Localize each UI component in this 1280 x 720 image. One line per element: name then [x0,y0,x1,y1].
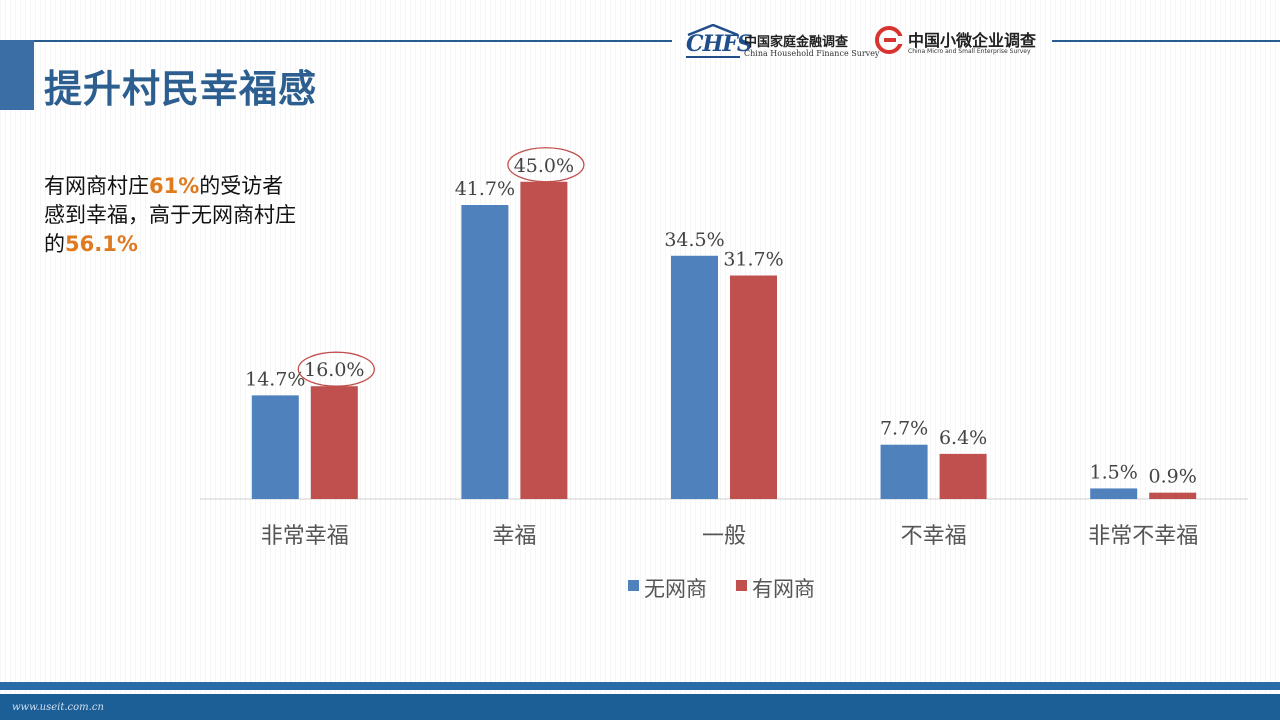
cmes-logo-cn: 中国小微企业调查 [908,31,1037,50]
highlight-circle-1 [507,147,585,183]
data-label-no-vendor-3: 7.7% [880,418,928,440]
footer-bar-top [0,682,1280,690]
data-label-vendor-0: 16.0% [304,359,364,381]
summary-note: 有网商村庄61%的受访者感到幸福，高于无网商村庄的56.1% [44,172,304,259]
highlight-circle-0 [297,351,375,387]
bar-no-vendor-2 [671,255,718,499]
data-label-no-vendor-0: 14.7% [245,368,305,390]
legend-label-1: 有网商 [752,577,815,601]
data-label-no-vendor-1: 41.7% [455,178,515,200]
data-label-vendor-2: 31.7% [723,249,783,271]
footer-bar [0,694,1280,720]
data-label-vendor-1: 45.0% [514,155,574,177]
category-label-4: 非常不幸福 [1088,524,1198,549]
legend-swatch-1 [736,580,747,591]
data-label-no-vendor-2: 34.5% [664,229,724,251]
header-rule-left [0,40,672,42]
chfs-logo-en: China Household Finance Survey [744,49,880,58]
cmes-emblem-icon [875,26,904,54]
bar-no-vendor-3 [880,444,928,499]
data-label-vendor-3: 6.4% [939,427,987,449]
data-label-vendor-4: 0.9% [1149,466,1197,488]
bar-no-vendor-4 [1090,488,1138,499]
category-label-0: 非常幸福 [261,524,349,549]
category-label-2: 一般 [702,524,746,549]
chfs-logo: CHFS 中国家庭金融调查 China Household Finance Su… [684,22,879,62]
category-label-1: 幸福 [492,524,536,549]
bar-no-vendor-1 [461,205,509,499]
bar-vendor-2 [730,275,777,499]
bar-vendor-3 [939,453,987,499]
bar-vendor-0 [310,386,358,499]
legend-swatch-0 [628,580,639,591]
note-highlight-61: 61% [149,174,200,198]
cmes-logo: 中国小微企业调查 China Micro and Small Enterpris… [874,24,1054,60]
chfs-logo-mark: CHFS [686,31,753,57]
note-text-1: 有网商村庄 [44,174,149,198]
watermark: www.useit.com.cn [12,702,104,713]
chfs-roof-icon [686,24,740,58]
bar-vendor-4 [1149,492,1197,499]
bar-no-vendor-0 [251,395,299,499]
page-title: 提升村民幸福感 [44,67,318,111]
title-accent-bar [0,40,34,110]
chfs-logo-cn: 中国家庭金融调查 [744,35,849,50]
data-label-no-vendor-4: 1.5% [1090,461,1138,483]
note-highlight-56: 56.1% [65,232,138,256]
note-text-2: 的受访者感到幸福，高于无网商村庄的 [44,174,296,256]
bar-vendor-1 [520,181,568,499]
header-rule-right [1052,40,1280,42]
category-label-3: 不幸福 [901,524,967,549]
legend-label-0: 无网商 [644,577,707,601]
cmes-logo-en: China Micro and Small Enterprise Survey [908,48,1031,55]
